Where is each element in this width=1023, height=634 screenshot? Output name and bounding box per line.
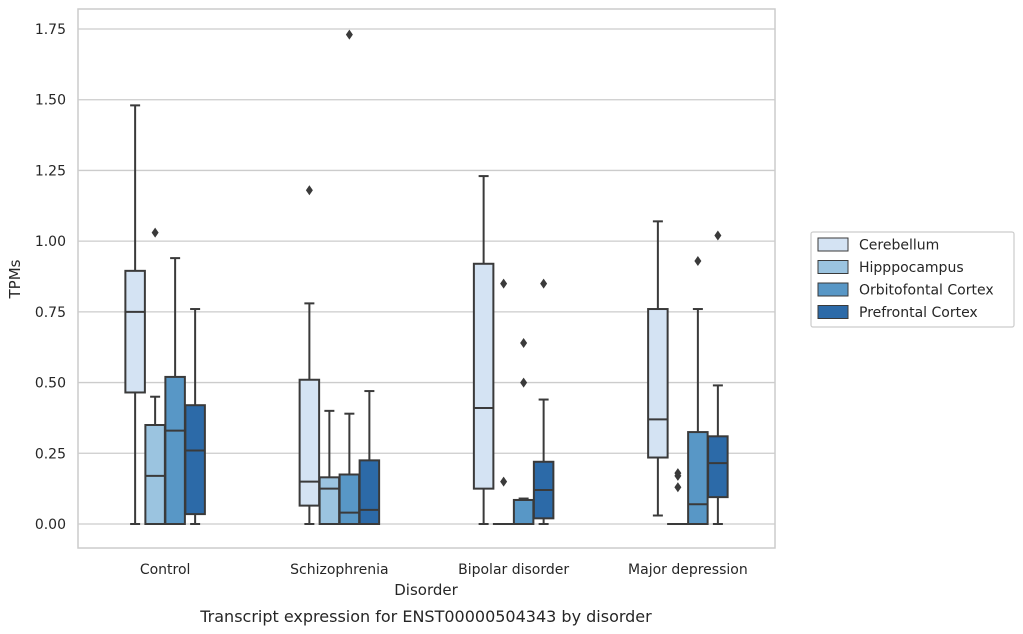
- box-series-layer: [124, 29, 729, 526]
- y-tick-label: 1.00: [35, 234, 66, 250]
- box-plot-item: [164, 257, 186, 525]
- box-iqr: [707, 435, 729, 499]
- chart-caption: Transcript expression for ENST0000050434…: [199, 607, 652, 626]
- box-plot-item: [492, 278, 515, 526]
- box-plot-item: [647, 220, 669, 517]
- x-tick-label: Bipolar disorder: [458, 562, 569, 578]
- y-tick-label: 0.00: [35, 517, 66, 533]
- outlier-point: [674, 470, 682, 481]
- outlier-point: [500, 476, 508, 487]
- box-iqr: [318, 476, 341, 526]
- y-tick-label: 1.50: [35, 93, 66, 109]
- legend-swatch: [817, 237, 849, 252]
- y-tick-label: 1.25: [35, 163, 66, 179]
- legend-label: Orbitofontal Cortex: [859, 283, 994, 299]
- box-plot-item: [512, 337, 535, 526]
- legend-label: Cerebellum: [859, 238, 939, 254]
- box-plot-item: [124, 104, 146, 525]
- outlier-point: [540, 278, 548, 289]
- y-axis-label: TPMs: [6, 259, 24, 299]
- y-axis-ticks: 0.00 0.25 0.50 0.75 1.00 1.25 1.50 1.75: [35, 22, 66, 533]
- legend-label: Prefrontal Cortex: [859, 305, 978, 321]
- x-axis-label: Disorder: [394, 581, 458, 599]
- box-iqr: [124, 269, 146, 394]
- box-iqr: [687, 431, 709, 526]
- box-plot-item: [358, 390, 381, 526]
- outlier-point: [520, 377, 528, 388]
- outlier-point: [694, 255, 702, 266]
- x-tick-label: Schizophrenia: [290, 562, 388, 578]
- legend-swatch: [817, 282, 849, 297]
- box-plot-item: [472, 175, 495, 525]
- box-plot-item: [687, 255, 709, 526]
- box-plot-item: [707, 230, 729, 525]
- box-iqr: [358, 459, 381, 526]
- box-plot-item: [667, 468, 689, 526]
- legend-swatch: [817, 305, 849, 319]
- box-iqr: [184, 404, 206, 516]
- legend-label: Hipppocampus: [859, 260, 964, 276]
- outlier-point: [151, 227, 159, 238]
- x-tick-label: Control: [140, 562, 191, 578]
- box-iqr: [338, 473, 361, 525]
- outlier-point: [714, 230, 722, 241]
- legend-frame: [810, 231, 1015, 328]
- legend: Cerebellum Hipppocampus Orbitofontal Corte…: [810, 231, 1015, 328]
- box-plot-item: [532, 278, 555, 525]
- box-iqr: [298, 378, 321, 507]
- box-plot-item: [318, 409, 341, 526]
- box-iqr: [472, 262, 495, 490]
- y-tick-label: 1.75: [35, 22, 66, 38]
- x-axis-ticks: Control Schizophrenia Bipolar disorder Majo…: [140, 562, 748, 578]
- y-tick-label: 0.75: [35, 305, 66, 321]
- y-tick-label: 0.50: [35, 376, 66, 392]
- box-iqr: [164, 375, 186, 525]
- box-plot-item: [144, 227, 166, 525]
- outlier-point: [305, 185, 313, 196]
- x-tick-label: Major depression: [628, 562, 748, 578]
- box-iqr: [512, 498, 535, 526]
- legend-swatch: [817, 260, 849, 274]
- outlier-point: [520, 337, 528, 348]
- box-iqr: [144, 424, 166, 525]
- box-plot-item: [298, 185, 321, 525]
- outlier-point: [674, 482, 682, 493]
- box-iqr: [647, 308, 669, 459]
- box-plot-item: [184, 308, 206, 525]
- box-plot-item: [338, 29, 361, 525]
- y-tick-label: 0.25: [35, 446, 66, 462]
- plot-area-frame: [77, 8, 776, 549]
- outlier-point: [500, 278, 508, 289]
- outlier-point: [345, 29, 353, 40]
